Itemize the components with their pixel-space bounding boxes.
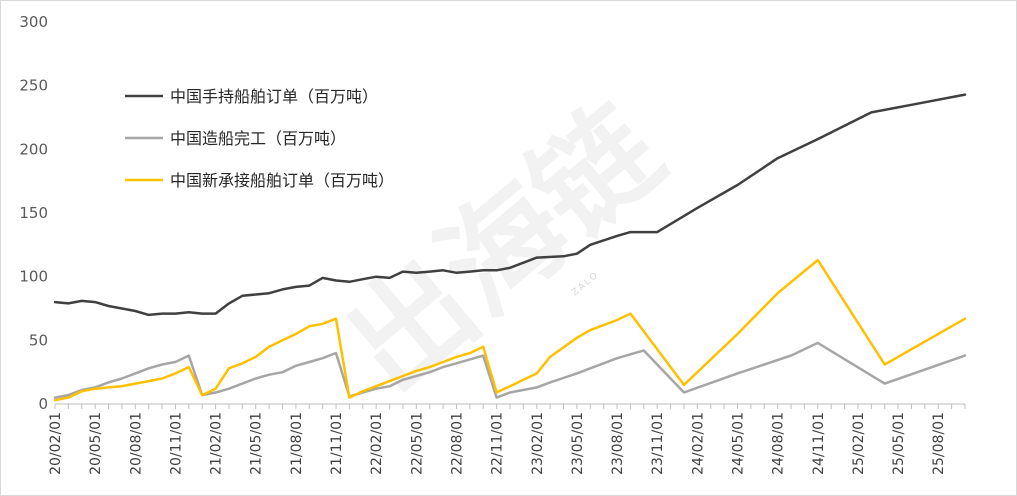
x-tick-label: 20/05/01 — [88, 412, 104, 475]
legend: 中国手持船舶订单（百万吨） 中国造船完工（百万吨） 中国新承接船舶订单（百万吨） — [125, 87, 394, 190]
x-tick-label: 22/05/01 — [409, 412, 425, 475]
x-tick-label: 25/02/01 — [851, 412, 867, 475]
watermark-text: 出海链 — [322, 81, 687, 419]
y-tick-label: 250 — [19, 77, 48, 95]
x-tick-label: 24/11/01 — [811, 412, 827, 475]
axes: 0 50 100 150 200 250 300 20/02/01 20/05/01 20/08/… — [19, 13, 966, 475]
x-tick-label: 21/05/01 — [249, 412, 265, 475]
series-line-3 — [53, 258, 967, 402]
legend-label-3: 中国新承接船舶订单（百万吨） — [170, 171, 394, 190]
x-tick-label: 21/11/01 — [329, 412, 345, 475]
x-tick-label: 21/02/01 — [209, 412, 225, 475]
y-tick-label: 50 — [29, 331, 48, 349]
x-tick-label: 24/08/01 — [771, 412, 787, 475]
x-tick-label: 20/08/01 — [128, 412, 144, 475]
legend-label-2: 中国造船完工（百万吨） — [170, 129, 346, 148]
x-tick-label: 23/08/01 — [610, 412, 626, 475]
x-tick-label: 25/05/01 — [891, 412, 907, 475]
series-line-1 — [53, 93, 967, 317]
y-tick-label: 150 — [19, 204, 48, 222]
x-tick-label: 23/11/01 — [650, 412, 666, 475]
x-tick-label: 24/05/01 — [731, 412, 747, 475]
x-tick-label: 25/08/01 — [931, 412, 947, 475]
series-line-2 — [53, 341, 967, 399]
x-tick-label: 23/02/01 — [530, 412, 546, 475]
y-tick-label: 0 — [38, 395, 48, 413]
y-tick-label: 100 — [19, 268, 48, 286]
x-tick-label: 20/11/01 — [168, 412, 184, 475]
series-layer — [53, 93, 967, 402]
x-tick-label: 24/02/01 — [690, 412, 706, 475]
x-tick-label: 23/05/01 — [570, 412, 586, 475]
x-tick-label: 22/02/01 — [369, 412, 385, 475]
watermark: 出海链 ZALO — [322, 81, 687, 419]
y-tick-label: 200 — [19, 140, 48, 158]
y-tick-label: 300 — [19, 13, 48, 31]
x-tick-label: 22/08/01 — [449, 412, 465, 475]
x-tick-label: 22/11/01 — [490, 412, 506, 475]
x-tick-label: 21/08/01 — [289, 412, 305, 475]
x-tick-label: 20/02/01 — [48, 412, 64, 475]
legend-label-1: 中国手持船舶订单（百万吨） — [170, 87, 378, 106]
